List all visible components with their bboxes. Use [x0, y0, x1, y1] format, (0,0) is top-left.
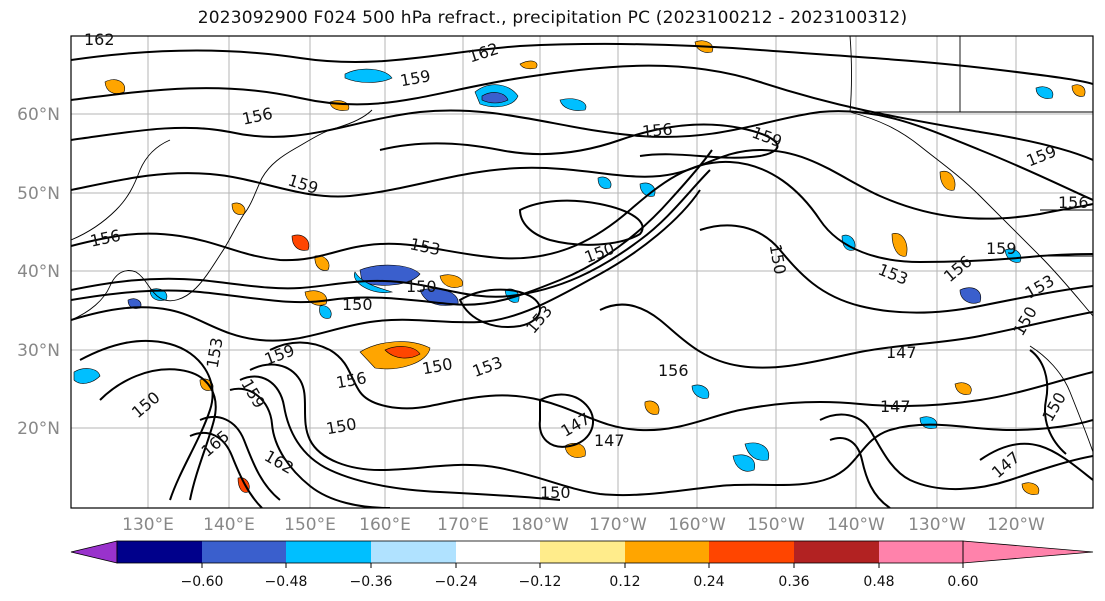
- colorbar-bin: [371, 541, 456, 563]
- lon-label: 120°W: [987, 515, 1045, 535]
- colorbar: −0.60 −0.48 −0.36 −0.24 −0.12 0.12 0.24 …: [70, 540, 1094, 590]
- latitude-labels: 60°N 50°N 40°N 30°N 20°N: [17, 105, 60, 439]
- coastlines: [71, 36, 1093, 453]
- lat-label-60n: 60°N: [17, 105, 60, 125]
- colorbar-arrow-right: [962, 540, 1094, 564]
- colorbar-tick-label: −0.24: [435, 574, 478, 590]
- colorbar-tick-label: −0.12: [519, 574, 562, 590]
- lon-label: 150°E: [284, 515, 336, 535]
- longitude-labels: 130°E 140°E 150°E 160°E 170°E 180°W 170°…: [122, 515, 1045, 535]
- colorbar-bin: [202, 541, 286, 563]
- map-title: 2023092900 F024 500 hPa refract., precip…: [197, 8, 908, 28]
- contour-label: 156: [1058, 193, 1089, 212]
- lon-label: 140°E: [203, 515, 255, 535]
- colorbar-bin: [540, 541, 625, 563]
- lon-label: 140°W: [827, 515, 885, 535]
- colorbar-arrow-left: [70, 540, 118, 564]
- precipitation-shading: [73, 40, 1086, 495]
- lon-label: 150°W: [747, 515, 805, 535]
- colorbar-bin: [709, 541, 794, 563]
- contour-label: 156: [641, 120, 673, 142]
- contour-label: 147: [886, 343, 917, 362]
- colorbar-bin: [625, 541, 709, 563]
- lat-label-40n: 40°N: [17, 262, 60, 282]
- colorbar-bin: [879, 541, 963, 563]
- lon-label: 160°E: [359, 515, 411, 535]
- lon-label: 130°E: [122, 515, 174, 535]
- colorbar-tick-label: −0.60: [181, 574, 224, 590]
- map-plot-area: [71, 36, 1093, 508]
- contour-label: 150: [540, 483, 571, 502]
- colorbar-tick-label: 0.48: [863, 574, 894, 590]
- contour-label: 159: [986, 239, 1017, 258]
- lon-label: 130°W: [908, 515, 966, 535]
- colorbar-bin: [456, 541, 540, 563]
- contour-label: 162: [84, 30, 115, 49]
- lat-label-20n: 20°N: [17, 419, 60, 439]
- contour-label: 147: [880, 397, 911, 416]
- colorbar-bin: [117, 541, 202, 563]
- lon-label: 180°W: [511, 515, 569, 535]
- lat-label-30n: 30°N: [17, 341, 60, 361]
- colorbar-tick-label: 0.60: [947, 574, 978, 590]
- colorbar-bin: [794, 541, 879, 563]
- lon-label: 160°W: [668, 515, 726, 535]
- map-border: [70, 35, 1094, 509]
- contour-label: 150: [406, 277, 437, 296]
- colorbar-tick-label: 0.36: [778, 574, 809, 590]
- colorbar-tick-label: 0.24: [693, 574, 724, 590]
- lat-label-50n: 50°N: [17, 184, 60, 204]
- colorbar-tick-label: −0.36: [350, 574, 393, 590]
- gridlines: [71, 36, 1093, 508]
- lon-label: 170°E: [437, 515, 489, 535]
- contour-label: 156: [658, 361, 689, 380]
- contour-label: 150: [342, 295, 373, 314]
- lon-label: 170°W: [589, 515, 647, 535]
- colorbar-tick-label: 0.12: [609, 574, 640, 590]
- refractivity-contours: [71, 42, 1093, 508]
- colorbar-bin: [286, 541, 371, 563]
- colorbar-tick-label: −0.48: [265, 574, 308, 590]
- contour-label: 147: [594, 431, 625, 450]
